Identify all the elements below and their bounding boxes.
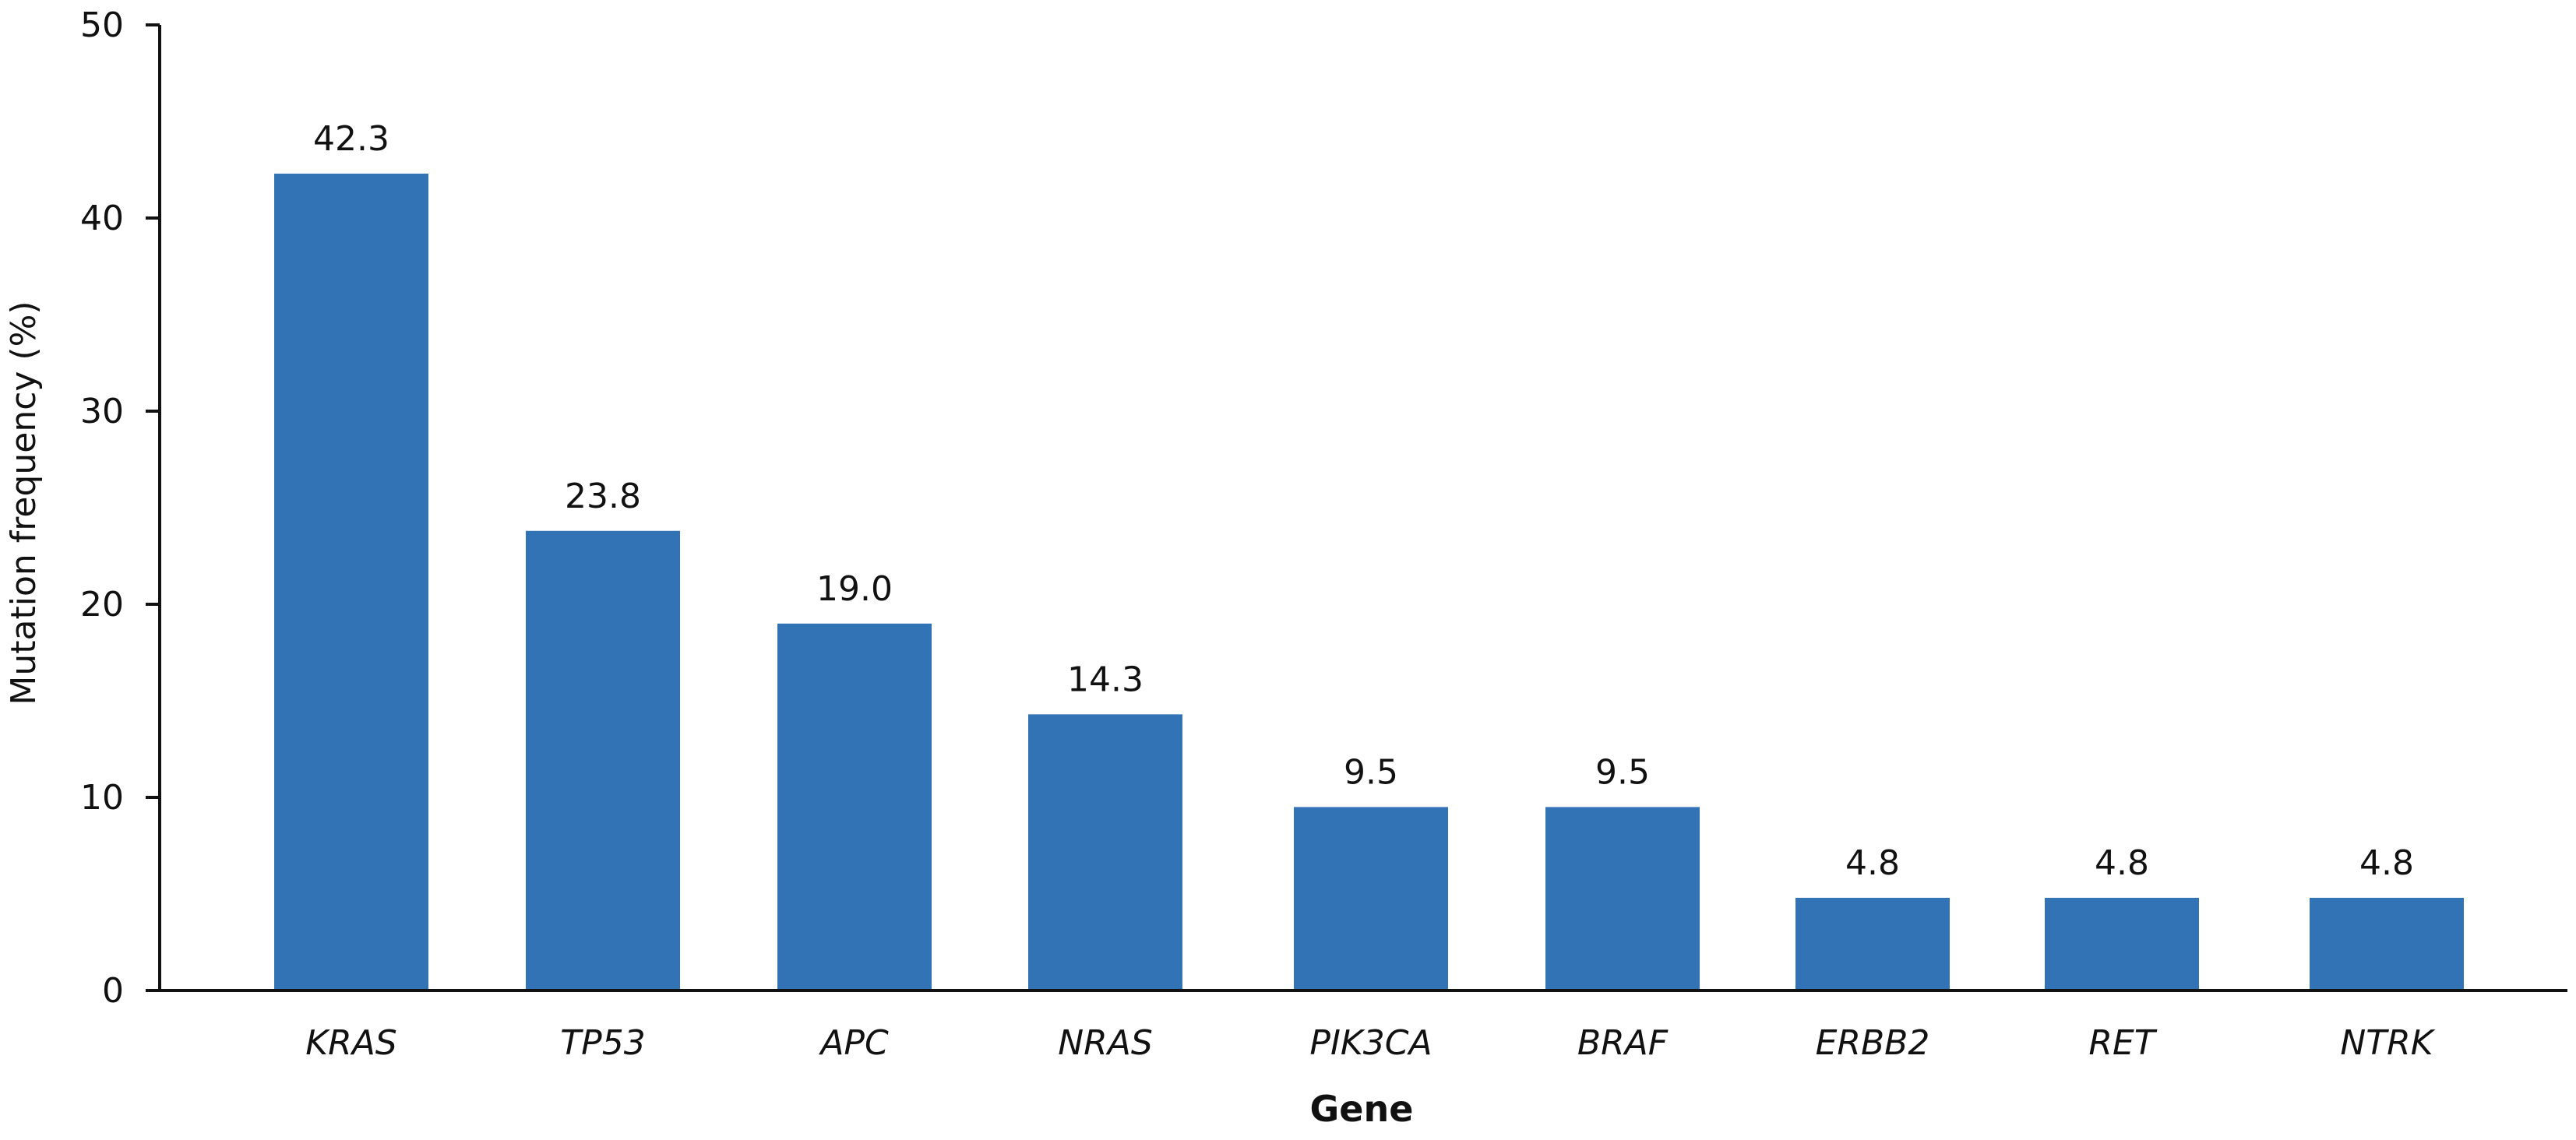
value-label-nras: 14.3: [1067, 660, 1144, 699]
bar-pik3ca: [1294, 807, 1448, 990]
x-tick-label-apc: APC: [818, 1023, 889, 1063]
value-label-tp53: 23.8: [565, 477, 641, 516]
bar-braf: [1545, 807, 1700, 990]
bar-nras: [1028, 714, 1182, 990]
bars-group: [274, 173, 2464, 991]
x-tick-label-pik3ca: PIK3CA: [1309, 1023, 1432, 1063]
x-tick-label-tp53: TP53: [560, 1023, 645, 1063]
value-label-braf: 9.5: [1595, 752, 1650, 792]
bar-ret: [2045, 897, 2199, 990]
value-label-ret: 4.8: [2095, 843, 2149, 883]
x-tick-label-erbb2: ERBB2: [1816, 1023, 1930, 1063]
bar-erbb2: [1795, 897, 1950, 990]
value-label-apc: 19.0: [816, 569, 893, 609]
x-axis-title: Gene: [1310, 1088, 1414, 1130]
x-tick-label-braf: BRAF: [1577, 1023, 1669, 1063]
bar-kras: [274, 173, 428, 991]
y-tick-label-50: 50: [80, 5, 124, 45]
x-tick-label-nras: NRAS: [1058, 1023, 1153, 1063]
y-tick-label-20: 20: [80, 585, 124, 625]
bar-ntrk: [2310, 897, 2464, 990]
y-ticks-group: 0 10 20 30 40 50: [80, 5, 160, 1011]
x-tick-label-ret: RET: [2088, 1023, 2157, 1063]
y-axis-title: Mutation frequency (%): [4, 301, 44, 705]
x-tick-label-kras: KRAS: [305, 1023, 396, 1063]
bar-tp53: [526, 530, 680, 990]
x-tick-label-ntrk: NTRK: [2340, 1023, 2435, 1063]
y-tick-label-10: 10: [80, 778, 124, 818]
y-tick-label-0: 0: [102, 971, 124, 1011]
value-label-ntrk: 4.8: [2359, 843, 2414, 883]
y-tick-label-40: 40: [80, 199, 124, 238]
value-label-erbb2: 4.8: [1845, 843, 1900, 883]
y-tick-label-30: 30: [80, 392, 124, 431]
value-label-kras: 42.3: [313, 119, 389, 159]
value-labels-group: 42.3 23.8 19.0 14.3 9.5 9.5 4.8 4.8 4.8: [313, 119, 2414, 883]
x-tick-labels-group: KRAS TP53 APC NRAS PIK3CA BRAF ERBB2 RET NTRK: [305, 1023, 2435, 1063]
value-label-pik3ca: 9.5: [1344, 752, 1398, 792]
bar-apc: [777, 623, 932, 990]
